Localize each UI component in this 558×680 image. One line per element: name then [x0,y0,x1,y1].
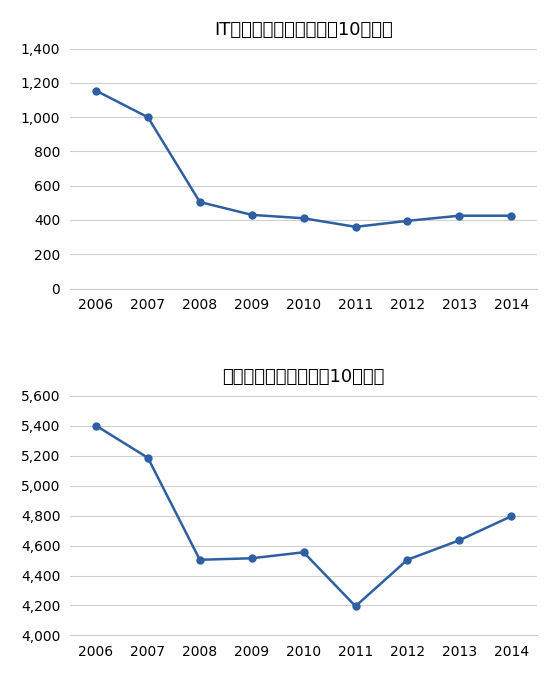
Title: ITハードウェアの投資（10億円）: ITハードウェアの投資（10億円） [214,21,393,39]
Title: ソフトウェア資産額（10億円）: ソフトウェア資産額（10億円） [223,368,385,386]
